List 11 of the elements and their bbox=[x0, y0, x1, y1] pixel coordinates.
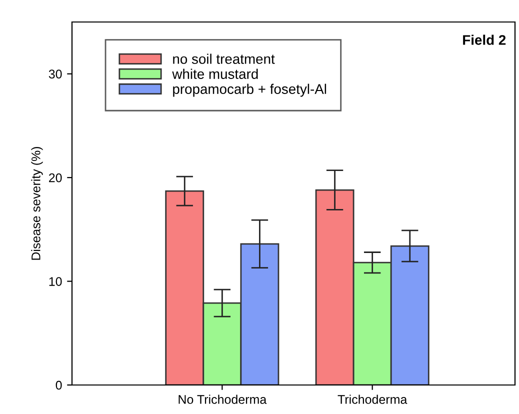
x-tick-label: No Trichoderma bbox=[178, 394, 267, 404]
legend-label: white mustard bbox=[172, 68, 258, 79]
y-tick-label: 20 bbox=[49, 173, 62, 182]
y-tick-label: 0 bbox=[56, 380, 62, 390]
legend-label: propamocarb + fosetyl-Al bbox=[173, 84, 326, 97]
text: Field 2 bbox=[463, 34, 506, 45]
y-tick-label: 10 bbox=[49, 277, 62, 286]
x-tick-label: Trichoderma bbox=[338, 394, 408, 404]
legend-label: no soil treatment bbox=[173, 54, 275, 64]
y-axis-title: Disease severity (%) bbox=[31, 146, 43, 260]
y-tick-label: 30 bbox=[48, 70, 62, 79]
